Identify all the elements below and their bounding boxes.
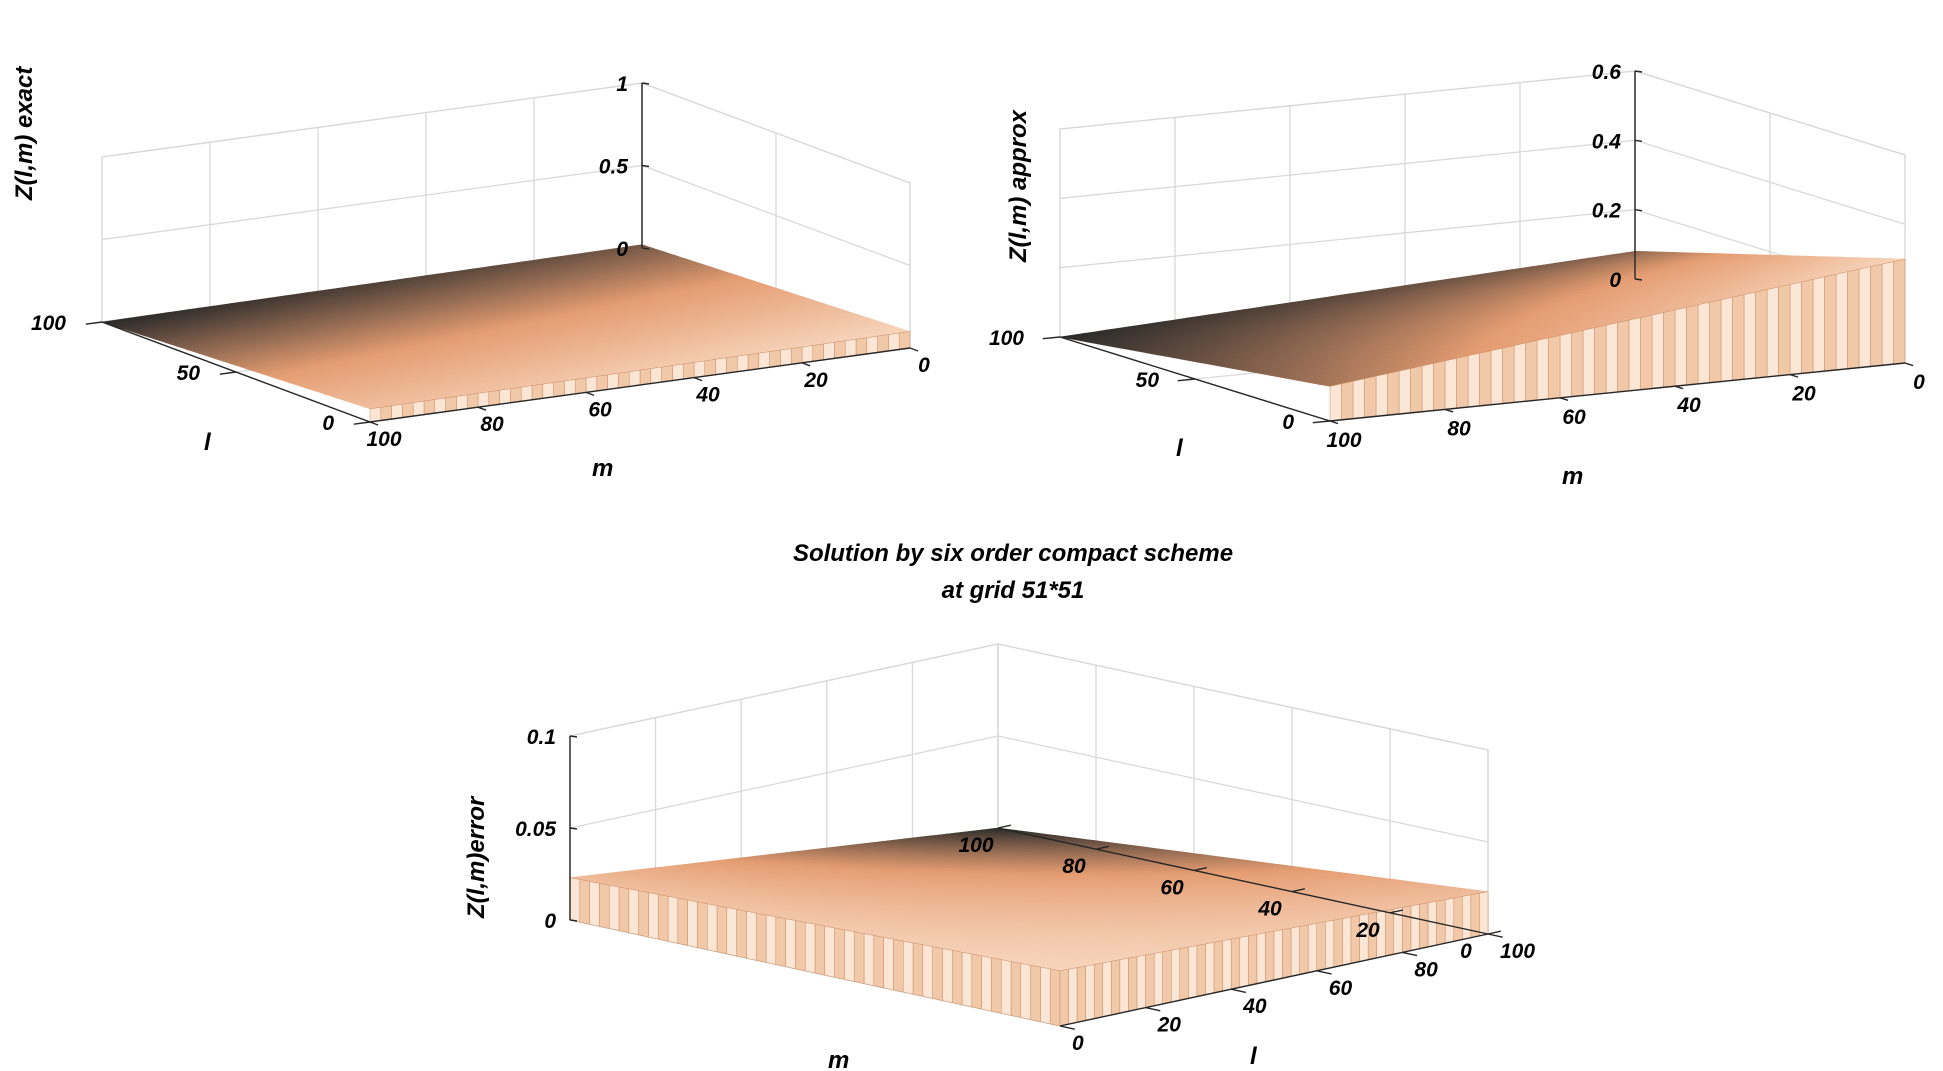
surface-skirt-patch — [628, 369, 641, 387]
z-tick — [641, 82, 650, 85]
l-tick-label: 0 — [322, 412, 334, 435]
surface-skirt-patch — [564, 379, 576, 396]
surface-skirt-patch — [855, 337, 868, 356]
surface-skirt-patch — [866, 335, 878, 355]
exact-surface — [101, 244, 911, 423]
grid-line-z — [1059, 70, 1636, 130]
surface-skirt-patch — [574, 377, 587, 395]
surface-skirt-patch — [726, 355, 738, 374]
surface-skirt-patch — [585, 376, 598, 393]
surface-skirt-patch — [434, 397, 446, 414]
m-tick-label: 80 — [480, 413, 504, 436]
plot-exact: 0 0.5 1 0 20 40 60 80 100 0 50 100 Z(l,m) exact m l — [11, 66, 930, 482]
m-tick — [801, 362, 811, 367]
surface-skirt-patch — [812, 343, 824, 362]
surface-skirt-patch — [380, 405, 392, 421]
m-tick-label: 20 — [803, 369, 828, 392]
surface-skirt-patch — [823, 342, 835, 361]
surface-skirt-patch — [661, 365, 673, 383]
exact-m-label: m — [592, 455, 613, 482]
l-tick-label: 50 — [177, 362, 201, 385]
surface-skirt-patch — [607, 372, 619, 390]
surface-skirt-patch — [715, 357, 727, 375]
surface-skirt-patch — [834, 340, 846, 359]
surface-skirt-patch — [877, 334, 889, 353]
z-tick — [641, 164, 650, 168]
l-tick — [353, 421, 371, 425]
l-tick — [219, 371, 237, 375]
approx-surface — [1059, 250, 1906, 422]
surface-skirt-patch — [542, 382, 554, 399]
surface-skirt-patch — [596, 374, 608, 392]
z-tick-label: 1 — [616, 73, 628, 96]
surface-skirt-patch — [520, 385, 533, 402]
surface-skirt-patch — [888, 332, 900, 352]
surface-skirt-patch — [780, 348, 792, 367]
surface-skirt-patch — [499, 388, 511, 405]
z-tick-label: 0 — [616, 238, 628, 261]
surface-skirt-patch — [402, 402, 414, 418]
z-tick-label: 0.5 — [599, 156, 629, 179]
surface-skirt-patch — [488, 389, 500, 406]
surface-skirt-patch — [769, 349, 781, 368]
surface-skirt-patch — [423, 399, 436, 415]
m-tick — [909, 347, 919, 352]
surface-skirt-patch — [477, 391, 490, 408]
m-tick — [693, 376, 703, 382]
surface-skirt-patch — [553, 380, 565, 398]
m-tick — [369, 421, 379, 426]
grid-line-z — [101, 164, 643, 241]
surface-skirt-patch — [369, 407, 382, 423]
surface-skirt-patch — [412, 400, 425, 417]
surface-skirt-patch — [801, 345, 814, 364]
exact-z-label: Z(l,m) exact — [11, 66, 38, 201]
exact-l-label: l — [204, 429, 212, 456]
surface-skirt-patch — [693, 360, 706, 378]
grid-line-z — [101, 82, 643, 158]
m-tick-label: 100 — [366, 428, 401, 451]
m-tick-label: 60 — [588, 398, 612, 421]
surface-skirt-patch — [672, 363, 684, 381]
surface-skirt-patch — [682, 362, 695, 380]
surface-skirt-patch — [898, 331, 911, 350]
z-tick — [641, 247, 650, 250]
surface-skirt-patch — [747, 352, 760, 371]
surface-skirt-patch — [456, 394, 468, 411]
surface-skirt-patch — [639, 368, 652, 386]
surface-skirt-patch — [466, 393, 479, 409]
m-tick-label: 0 — [918, 354, 930, 377]
surface-skirt-patch — [650, 366, 662, 384]
m-tick — [585, 391, 595, 397]
surface-skirt-patch — [391, 403, 403, 420]
surface-skirt-patch — [704, 359, 716, 377]
m-tick — [477, 406, 487, 411]
grid-line-z — [1059, 139, 1636, 199]
l-tick — [85, 321, 103, 325]
l-tick-label: 100 — [31, 312, 66, 335]
surface-skirt-patch — [618, 371, 630, 389]
surface-skirt-patch — [758, 351, 770, 369]
surface-skirt-patch — [736, 354, 749, 372]
surface-skirt-patch — [790, 346, 803, 365]
surface-skirt-patch — [844, 338, 857, 358]
surface-skirt-patch — [510, 386, 522, 404]
surface-skirt-patch — [531, 383, 544, 401]
surface-skirt-patch — [445, 396, 457, 412]
grid-line-z — [1059, 209, 1636, 269]
m-tick-label: 40 — [695, 384, 720, 407]
